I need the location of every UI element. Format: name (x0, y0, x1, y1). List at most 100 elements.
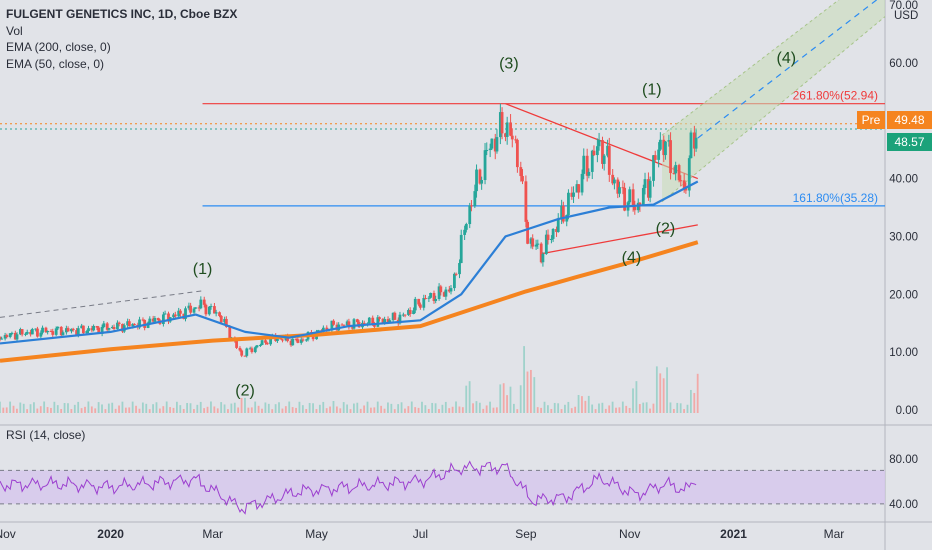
volume-bar (346, 404, 348, 413)
volume-bar (666, 367, 668, 413)
volume-bar (77, 401, 80, 413)
volume-bar (46, 407, 49, 413)
volume-bar (598, 403, 600, 413)
candle-body (59, 326, 63, 336)
candle-body (587, 171, 591, 176)
indicator-ema50[interactable]: EMA (50, close, 0) (6, 56, 105, 71)
candle-body (179, 310, 182, 314)
candle-body (8, 333, 12, 338)
volume-bar (308, 402, 311, 413)
volume-bar (604, 408, 607, 413)
candle-body (468, 205, 472, 225)
candle-body (475, 169, 478, 192)
volume-bar (461, 407, 464, 413)
volume-bar (325, 408, 328, 413)
volume-bar (628, 407, 631, 413)
candle-body (480, 180, 484, 184)
candle-body (633, 206, 637, 211)
candle-body (422, 298, 426, 308)
candle-body (255, 345, 259, 348)
candle-body (107, 328, 111, 330)
volume-bar (261, 408, 263, 413)
volume-bar (165, 401, 168, 413)
candle-body (121, 324, 124, 332)
candle-body (289, 340, 293, 346)
volume-bar (298, 401, 301, 413)
volume-bar (148, 409, 151, 413)
volume-bar (121, 401, 124, 413)
volume-bar (495, 407, 498, 413)
candle-body (602, 155, 606, 164)
candle-body (401, 314, 405, 316)
candle-body (90, 328, 94, 331)
candle-body (413, 298, 417, 311)
candle-body (575, 184, 579, 193)
time-tick-label: Nov (619, 527, 640, 541)
volume-bar (441, 404, 444, 413)
candle-body (682, 180, 686, 189)
candle-body (163, 313, 167, 315)
price-tick-label: 60.00 (889, 58, 918, 70)
candle-body (250, 348, 254, 353)
wave-label: (2) (235, 383, 255, 400)
price-tick-label: 40.00 (889, 174, 918, 186)
candle-body (648, 180, 652, 198)
candle-body (133, 323, 136, 325)
candle-body (490, 138, 494, 149)
volume-bar (581, 396, 583, 413)
volume-bar (632, 388, 634, 413)
candle-body (81, 325, 85, 334)
candle-body (444, 289, 448, 297)
candle-body (105, 323, 109, 330)
volume-bar (649, 408, 651, 413)
candle-body (667, 140, 671, 142)
volume-bar (417, 407, 420, 413)
volume-bar (84, 406, 86, 413)
candle-body (447, 289, 451, 292)
volume-bar (652, 403, 655, 413)
time-tick-label: May (305, 527, 328, 541)
candle-body (36, 328, 39, 337)
candle-body (299, 339, 303, 343)
volume-bar (553, 402, 556, 413)
candle-body (458, 263, 461, 275)
volume-bar (383, 408, 386, 413)
volume-bar (519, 385, 522, 413)
volume-bar (63, 403, 66, 413)
volume-bar (472, 403, 474, 413)
wave-labels: (1)(2)(3)(4)(1)(2)(3)(4) (193, 50, 796, 400)
candle-body (260, 340, 264, 345)
volume-bar (189, 403, 192, 413)
candle-body (177, 310, 181, 317)
volume-bar (179, 405, 182, 413)
symbol-title[interactable]: FULGENT GENETICS INC, 1D, Cboe BZX (6, 7, 238, 21)
candle-body (61, 332, 65, 336)
volume-bar (431, 402, 434, 413)
volume-bar (601, 402, 604, 413)
volume-bar (564, 404, 566, 413)
candle-body (345, 321, 349, 326)
candle-body (15, 334, 19, 340)
rsi-indicator-label[interactable]: RSI (14, close) (6, 428, 86, 442)
indicator-ema200[interactable]: EMA (200, close, 0) (6, 40, 111, 54)
candle-body (367, 317, 371, 324)
time-tick-label: Sep (515, 527, 537, 541)
volume-bar (288, 401, 291, 413)
candle-body (515, 139, 519, 168)
candle-body (376, 317, 380, 327)
candle-body (679, 180, 683, 182)
volume-bar (196, 404, 199, 413)
candle-body (509, 122, 512, 136)
candle-body (641, 188, 645, 206)
volume-bar (455, 401, 457, 413)
volume-bar (444, 401, 447, 413)
volume-bar (482, 408, 485, 413)
volume-bar (278, 402, 280, 413)
candle-body (378, 317, 381, 319)
volume-bar (560, 409, 563, 413)
dashed-trendline (0, 290, 203, 318)
volume-bar (210, 401, 212, 413)
volume-bar (672, 408, 675, 413)
indicator-vol[interactable]: Vol (6, 23, 23, 38)
